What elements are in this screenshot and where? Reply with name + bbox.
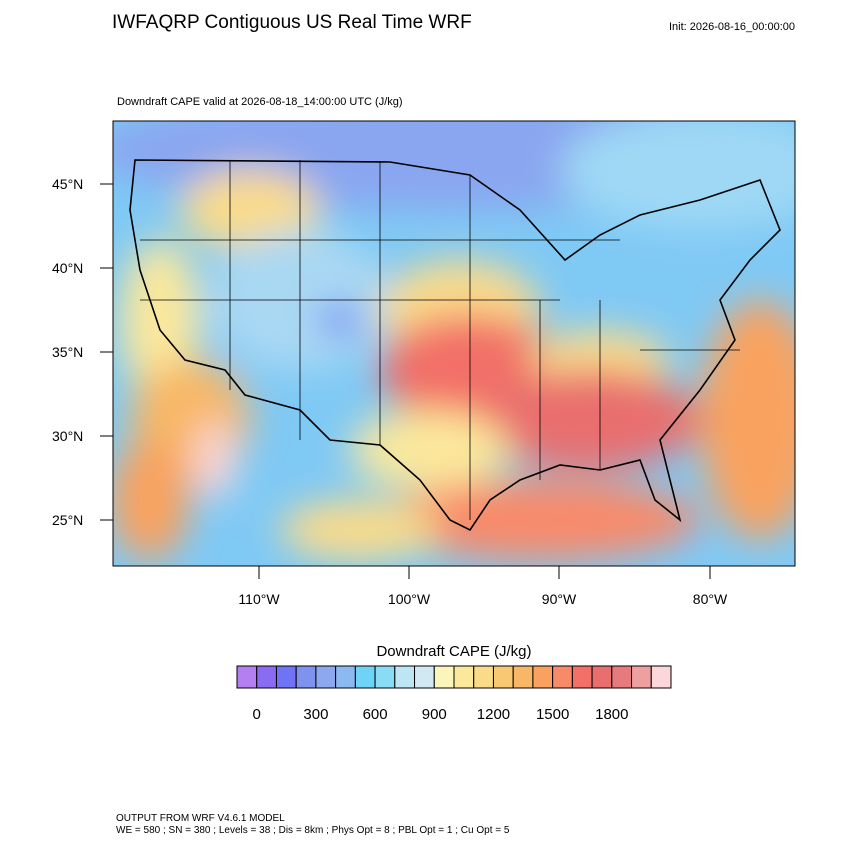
colorbar-box: [512, 665, 534, 689]
colorbar-box: [473, 665, 494, 689]
colorbar-box: [591, 665, 613, 689]
colorbar-box: [275, 665, 297, 689]
colorbar-box: [631, 665, 652, 689]
footer-line: WE = 580 ; SN = 380 ; Levels = 38 ; Dis …: [116, 825, 510, 836]
colorbar-label: 1500: [536, 706, 569, 723]
colorbar-box: [315, 665, 337, 689]
footer-line: OUTPUT FROM WRF V4.6.1 MODEL: [116, 813, 285, 824]
lat-label: 35°N: [52, 344, 83, 360]
map-field: [113, 121, 795, 566]
colorbar: 0 300 600 900 1200 1500 1800: [236, 665, 672, 723]
colorbar-label: 900: [422, 706, 447, 723]
lat-axis: 45°N 40°N 35°N 30°N 25°N: [52, 176, 113, 528]
colorbar-box: [335, 665, 356, 689]
map-frame: [112, 120, 796, 567]
colorbar-box: [492, 665, 514, 689]
colorbar-box: [414, 665, 435, 689]
colorbar-box: [532, 665, 554, 689]
lon-label: 110°W: [238, 591, 280, 607]
colorbar-box: [256, 665, 277, 689]
lat-label: 40°N: [52, 260, 83, 276]
colorbar-label: 600: [363, 706, 388, 723]
colorbar-title: Downdraft CAPE (J/kg): [376, 643, 531, 660]
colorbar-box: [374, 665, 396, 689]
lon-label: 80°W: [693, 591, 728, 607]
colorbar-box: [295, 665, 317, 689]
init-time: Init: 2026-08-16_00:00:00: [669, 21, 795, 33]
colorbar-box: [236, 665, 258, 689]
colorbar-box: [571, 665, 593, 689]
subtitle: Downdraft CAPE valid at 2026-08-18_14:00…: [117, 96, 403, 108]
colorbar-label: 300: [303, 706, 328, 723]
lat-label: 25°N: [52, 512, 83, 528]
colorbar-label: 1800: [595, 706, 628, 723]
lat-label: 30°N: [52, 428, 83, 444]
lon-axis: 110°W 100°W 90°W 80°W: [238, 566, 728, 607]
colorbar-label: 0: [253, 706, 261, 723]
colorbar-box: [394, 665, 416, 689]
colorbar-box: [433, 665, 455, 689]
colorbar-box: [611, 665, 633, 689]
lon-label: 100°W: [388, 591, 431, 607]
colorbar-box: [354, 665, 376, 689]
colorbar-box: [552, 665, 573, 689]
title: IWFAQRP Contiguous US Real Time WRF: [112, 12, 472, 33]
colorbar-box: [650, 665, 672, 689]
colorbar-label: 1200: [477, 706, 510, 723]
lon-label: 90°W: [542, 591, 577, 607]
colorbar-box: [453, 665, 475, 689]
lat-label: 45°N: [52, 176, 83, 192]
